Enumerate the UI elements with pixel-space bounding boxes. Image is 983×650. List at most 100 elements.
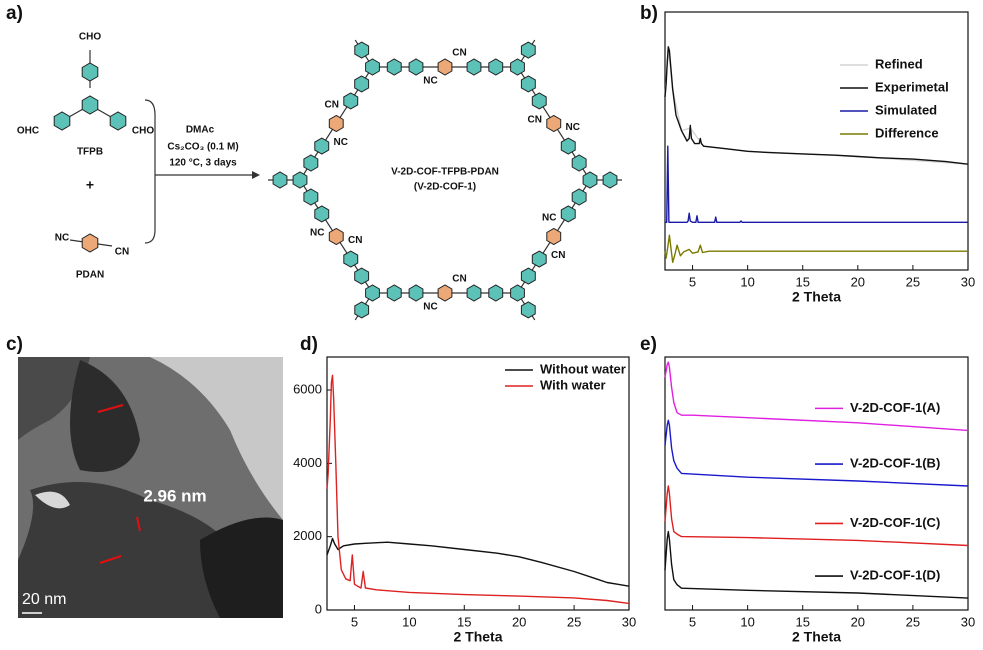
benzene-ring bbox=[466, 284, 482, 302]
tem-image: 2.96 nm 20 nm bbox=[18, 357, 283, 618]
cyano-label: NC bbox=[423, 76, 437, 87]
benzene-ring bbox=[328, 114, 344, 133]
legend-label: V-2D-COF-1(A) bbox=[850, 400, 940, 415]
benzene-ring bbox=[328, 227, 344, 246]
benzene-ring bbox=[466, 58, 482, 76]
panel-label: b) bbox=[640, 3, 658, 24]
panel-label: e) bbox=[640, 334, 657, 355]
group-label: NC bbox=[55, 233, 69, 244]
benzene-ring bbox=[343, 250, 359, 268]
benzene-ring bbox=[437, 284, 453, 302]
benzene-ring bbox=[520, 267, 536, 285]
benzene-ring bbox=[272, 171, 288, 189]
data-line bbox=[664, 485, 969, 547]
y-tick-label: 4000 bbox=[293, 455, 322, 470]
chart: 5 10 15 20 25 30 0 2000 4000 6000 2 Theta Without w… bbox=[293, 356, 636, 645]
compound-name: PDAN bbox=[76, 270, 104, 281]
compound-name: TFPB bbox=[77, 147, 103, 158]
benzene-ring bbox=[343, 92, 359, 110]
data-line bbox=[664, 361, 969, 432]
legend-label: V-2D-COF-1(D) bbox=[850, 568, 940, 583]
chart: 5 10 15 20 25 30 2 Theta V-2D-COF-1(A) V-2D-COF-… bbox=[664, 356, 975, 645]
cyano-label: CN bbox=[324, 99, 338, 110]
group-label: CN bbox=[115, 247, 129, 258]
benzene-ring bbox=[314, 137, 330, 155]
x-tick-label: 5 bbox=[689, 274, 696, 289]
condition: 120 °C, 3 days bbox=[169, 158, 237, 169]
lattice-marker bbox=[99, 555, 122, 564]
cyano-label: NC bbox=[423, 302, 437, 313]
benzene-ring bbox=[354, 41, 370, 59]
cyano-label: CN bbox=[527, 114, 541, 125]
benzene-ring bbox=[520, 75, 536, 93]
benzene-ring bbox=[560, 137, 576, 155]
benzene-ring bbox=[303, 188, 319, 206]
y-tick-label: 2000 bbox=[293, 528, 322, 543]
legend-label: Refined bbox=[875, 56, 923, 71]
chart: 5 10 15 20 25 30 2 Theta Refined Experimetal Simu… bbox=[664, 11, 975, 305]
x-axis-title: 2 Theta bbox=[792, 289, 841, 305]
benzene-ring bbox=[488, 284, 504, 302]
data-line bbox=[664, 234, 968, 263]
plot-frame bbox=[664, 11, 969, 271]
x-tick-label: 15 bbox=[457, 614, 471, 629]
x-tick-label: 30 bbox=[961, 274, 975, 289]
benzene-ring bbox=[546, 114, 562, 133]
benzene-ring bbox=[386, 284, 402, 302]
arrow-head bbox=[252, 171, 260, 179]
benzene-ring bbox=[408, 284, 424, 302]
legend-label: Experimetal bbox=[875, 79, 949, 94]
product-name: (V-2D-COF-1) bbox=[414, 182, 476, 193]
benzene-ring bbox=[546, 227, 562, 246]
scheme: CHO OHC CHO TFPB + NC CN PDAN DMAc Cs₂CO… bbox=[17, 32, 622, 321]
x-axis-title: 2 Theta bbox=[792, 629, 841, 645]
x-tick-label: 15 bbox=[795, 614, 809, 629]
benzene-ring bbox=[303, 154, 319, 172]
benzene-ring bbox=[488, 58, 504, 76]
benzene-ring bbox=[53, 111, 71, 131]
data-line bbox=[664, 419, 969, 487]
benzene-ring bbox=[531, 250, 547, 268]
benzene-ring bbox=[437, 58, 453, 76]
benzene-ring bbox=[81, 62, 99, 82]
product-name: V-2D-COF-TFPB-PDAN bbox=[391, 167, 499, 178]
benzene-ring bbox=[365, 58, 380, 76]
x-tick-label: 5 bbox=[689, 614, 696, 629]
cyano-label: NC bbox=[334, 137, 348, 148]
x-tick-label: 20 bbox=[851, 614, 865, 629]
benzene-ring bbox=[560, 205, 576, 223]
benzene-ring bbox=[314, 205, 330, 223]
cyano-label: NC bbox=[310, 227, 324, 238]
group-label: CHO bbox=[79, 32, 101, 43]
bracket bbox=[144, 99, 156, 244]
data-line bbox=[326, 374, 630, 605]
y-tick-label: 6000 bbox=[293, 381, 322, 396]
legend-label: Without water bbox=[540, 361, 626, 376]
legend-label: V-2D-COF-1(B) bbox=[850, 455, 940, 470]
tem-region bbox=[200, 517, 283, 618]
tem-region bbox=[150, 357, 283, 520]
x-tick-label: 20 bbox=[512, 614, 526, 629]
benzene-ring bbox=[510, 58, 525, 76]
panel-label: c) bbox=[6, 334, 23, 355]
data-line bbox=[665, 145, 968, 223]
panel-label: a) bbox=[6, 3, 23, 24]
panel-label: d) bbox=[300, 334, 318, 355]
x-tick-label: 30 bbox=[622, 614, 636, 629]
benzene-ring bbox=[408, 58, 424, 76]
benzene-ring bbox=[109, 111, 127, 131]
x-tick-label: 10 bbox=[740, 274, 754, 289]
x-tick-label: 15 bbox=[795, 274, 809, 289]
group-label: OHC bbox=[17, 126, 39, 137]
plus-sign: + bbox=[86, 177, 94, 193]
x-tick-label: 5 bbox=[351, 614, 358, 629]
benzene-ring bbox=[602, 171, 618, 189]
benzene-ring bbox=[354, 301, 370, 319]
lattice-marker bbox=[136, 516, 141, 532]
cyano-label: NC bbox=[542, 212, 556, 223]
group-label: CHO bbox=[132, 126, 154, 137]
x-tick-label: 25 bbox=[567, 614, 581, 629]
benzene-ring bbox=[386, 58, 402, 76]
condition: DMAc bbox=[186, 125, 215, 136]
